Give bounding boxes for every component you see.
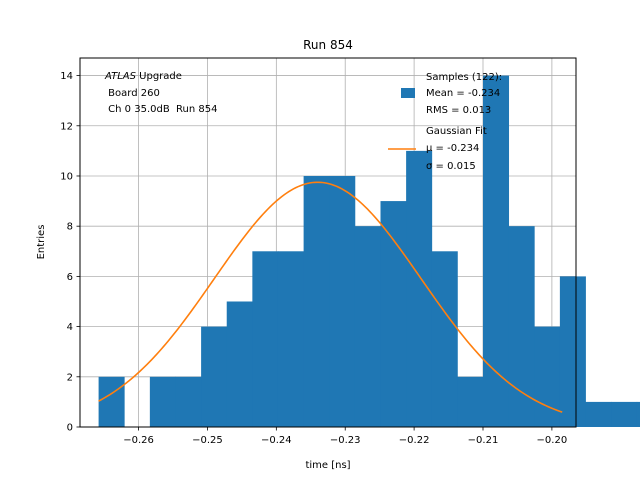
- y-tick-label: 6: [67, 272, 73, 283]
- axis-ticks: −0.26 −0.25 −0.24 −0.23 −0.22 −0.21 −0.20 0 2 4 6 8…: [60, 71, 567, 446]
- histogram-bar: [380, 201, 407, 427]
- annotation-line-1: ATLAS Upgrade: [104, 71, 182, 82]
- x-tick-label: −0.25: [192, 435, 223, 446]
- histogram-bar: [508, 226, 535, 427]
- legend-fit-line-1: Gaussian Fit: [426, 126, 487, 137]
- legend: Samples (122): Mean = -0.234 RMS = 0.013…: [388, 72, 502, 172]
- legend-samples-swatch: [401, 88, 415, 98]
- y-axis-label: Entries: [36, 225, 47, 260]
- histogram-bar: [534, 326, 561, 427]
- histogram-bar: [226, 301, 253, 427]
- legend-samples-line-1: Samples (122):: [426, 72, 502, 83]
- legend-samples-line-3: RMS = 0.013: [426, 105, 491, 116]
- legend-fit-line-2: μ = -0.234: [426, 143, 479, 154]
- gaussian-fit-curve: [98, 181, 563, 413]
- histogram-bar: [636, 401, 640, 427]
- histogram-bar: [611, 401, 638, 427]
- legend-fit-line-3: σ = 0.015: [426, 161, 476, 172]
- histogram-bar: [303, 175, 330, 427]
- x-tick-label: −0.23: [330, 435, 361, 446]
- histogram-bar: [559, 276, 586, 427]
- annotation-upgrade: Upgrade: [136, 71, 182, 82]
- x-tick-label: −0.20: [537, 435, 568, 446]
- y-tick-label: 4: [67, 322, 73, 333]
- y-tick-label: 14: [60, 71, 73, 82]
- annotation-atlas: ATLAS: [104, 71, 137, 82]
- histogram-bar: [252, 251, 279, 427]
- y-tick-label: 12: [60, 121, 73, 132]
- histogram-bar: [457, 376, 484, 427]
- x-tick-label: −0.26: [123, 435, 154, 446]
- histogram-bar: [483, 75, 510, 428]
- histogram-bar: [201, 326, 228, 427]
- y-tick-label: 2: [67, 372, 73, 383]
- y-tick-label: 8: [67, 222, 73, 233]
- chart-title: Run 854: [303, 38, 353, 52]
- x-axis-label: time [ns]: [305, 460, 350, 471]
- histogram-bar: [277, 251, 305, 427]
- annotation: ATLAS Upgrade Board 260 Ch 0 35.0dB Run …: [104, 71, 218, 115]
- histogram-bars: [98, 75, 640, 428]
- legend-samples-line-2: Mean = -0.234: [426, 88, 500, 99]
- histogram-bar: [175, 376, 202, 427]
- gaussian-fit: [98, 181, 563, 413]
- annotation-line-3: Ch 0 35.0dB Run 854: [105, 104, 218, 115]
- x-tick-label: −0.24: [261, 435, 292, 446]
- y-tick-label: 0: [67, 423, 73, 434]
- x-tick-label: −0.21: [468, 435, 499, 446]
- histogram-bar: [98, 376, 125, 427]
- x-tick-label: −0.22: [399, 435, 430, 446]
- plot-frame: [79, 57, 577, 428]
- histogram-bar: [431, 251, 458, 427]
- annotation-line-2: Board 260: [105, 88, 160, 99]
- histogram-bar: [354, 226, 381, 427]
- histogram-bar: [329, 175, 356, 427]
- y-tick-label: 10: [60, 171, 73, 182]
- histogram-bar: [149, 376, 176, 427]
- histogram-bar: [585, 401, 612, 427]
